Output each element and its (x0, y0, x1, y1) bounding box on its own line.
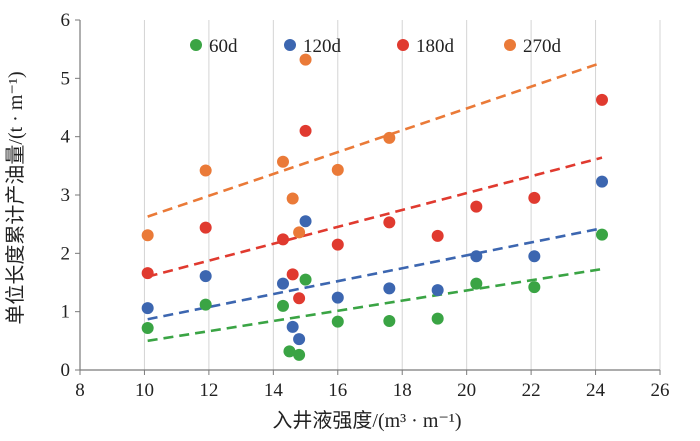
point-180d (293, 292, 306, 305)
trend-layer (147, 61, 603, 343)
trendline-120d (147, 226, 603, 321)
x-tick-label: 18 (393, 380, 412, 401)
point-layer (141, 53, 608, 361)
x-axis-title: 入井液强度/(m³ · m⁻¹) (272, 409, 461, 432)
legend-label-180d: 180d (416, 36, 455, 57)
legend-marker-270d (504, 39, 516, 51)
point-120d (293, 333, 306, 346)
x-tick-label: 8 (75, 380, 85, 401)
point-120d (299, 215, 312, 228)
point-270d (199, 164, 212, 177)
trendline-180d (147, 156, 603, 278)
point-270d (286, 192, 299, 205)
trendline-60d (147, 267, 603, 343)
point-180d (431, 229, 444, 242)
x-tick-label: 20 (457, 380, 476, 401)
axis-layer (75, 19, 661, 375)
legend-marker-120d (284, 39, 296, 51)
x-tick-label: 16 (328, 380, 347, 401)
y-tick-label: 6 (61, 10, 71, 31)
legend-label-120d: 120d (303, 36, 342, 57)
point-180d (141, 267, 154, 280)
x-tick-label: 14 (264, 380, 284, 401)
y-axis-title: 单位长度累计产油量/(t · m⁻¹) (4, 71, 27, 324)
x-tick-label: 12 (199, 380, 218, 401)
legend-marker-60d (190, 39, 202, 51)
grid-layer (143, 20, 661, 370)
point-60d (470, 277, 483, 290)
point-60d (283, 345, 296, 358)
point-180d (331, 238, 344, 251)
y-tick-label: 1 (61, 302, 71, 323)
point-60d (528, 281, 541, 294)
point-120d (331, 291, 344, 304)
point-60d (299, 273, 312, 286)
x-tick-label: 22 (522, 380, 541, 401)
point-60d (141, 322, 154, 334)
point-270d (383, 131, 396, 144)
point-270d (331, 163, 344, 176)
point-180d (383, 216, 396, 229)
legend-label-60d: 60d (209, 36, 238, 57)
y-tick-label: 0 (61, 360, 71, 381)
x-tick-label: 26 (651, 380, 670, 401)
point-180d (299, 124, 312, 137)
point-60d (331, 315, 344, 328)
y-tick-label: 5 (61, 68, 71, 89)
point-60d (293, 348, 306, 361)
point-120d (528, 250, 541, 263)
point-180d (286, 268, 299, 281)
point-120d (596, 175, 608, 188)
point-270d (293, 226, 306, 239)
point-120d (199, 270, 212, 283)
legend: 60d 120d 180d 270d (190, 36, 562, 57)
point-120d (470, 250, 483, 263)
point-60d (431, 312, 444, 325)
legend-marker-180d (397, 39, 409, 51)
point-60d (596, 228, 608, 241)
y-tick-label: 3 (61, 185, 71, 206)
x-tick-label: 10 (135, 380, 154, 401)
point-60d (277, 299, 289, 312)
point-180d (470, 200, 483, 213)
point-180d (528, 191, 541, 204)
point-60d (199, 298, 212, 311)
x-tick-label: 24 (586, 380, 606, 401)
point-180d (199, 221, 212, 234)
point-180d (277, 233, 289, 246)
point-270d (141, 229, 154, 242)
point-180d (596, 93, 608, 106)
point-120d (431, 284, 444, 297)
point-120d (286, 320, 299, 333)
y-tick-label: 4 (61, 127, 71, 148)
legend-label-270d: 270d (523, 36, 562, 57)
point-60d (383, 315, 396, 327)
point-270d (277, 155, 289, 168)
point-120d (141, 302, 154, 315)
point-120d (277, 277, 289, 290)
point-270d (299, 53, 312, 66)
y-tick-label: 2 (61, 243, 71, 264)
point-120d (383, 282, 396, 295)
